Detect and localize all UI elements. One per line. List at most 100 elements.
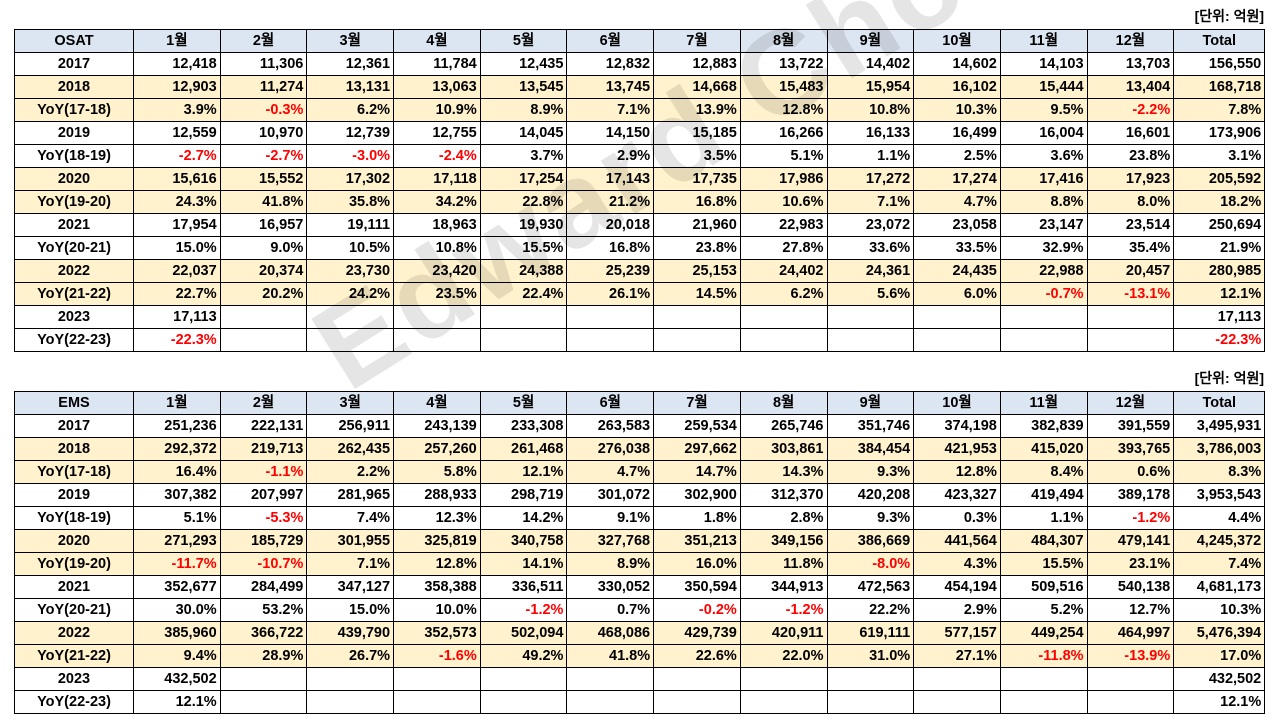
table-cell: 15.5%: [999, 552, 1088, 576]
osat-table: OSAT 1월 2월 3월 4월 5월 6월 7월 8월 9월 10월 11월 12월 Total 201…: [14, 29, 1266, 352]
table-cell: 12.8%: [393, 552, 481, 576]
table-cell: 439,790: [306, 621, 395, 645]
table-row: 2020 271,293 185,729 301,955 325,819 340,758 3…: [14, 529, 1266, 553]
table-cell: 540,138: [1086, 575, 1175, 599]
table-cell: 3.6%: [999, 144, 1088, 168]
table-cell: -2.7%: [133, 144, 221, 168]
table-cell: [479, 305, 568, 329]
table-cell: 14,150: [566, 121, 655, 145]
table-cell: 1.1%: [999, 506, 1088, 530]
table-cell: 18,963: [393, 213, 481, 237]
total-header: Total: [1173, 29, 1266, 53]
total-cell: 168,718: [1173, 75, 1266, 99]
table-cell: 11,274: [219, 75, 308, 99]
total-cell: 17,113: [1173, 305, 1266, 329]
table-cell: [999, 667, 1088, 691]
table-cell: 24.3%: [133, 190, 221, 214]
total-cell: 12.1%: [1173, 690, 1266, 714]
table-cell: 22,983: [739, 213, 828, 237]
table-cell: 7.1%: [306, 552, 395, 576]
table-cell: 5.2%: [999, 598, 1088, 622]
table-cell: 330,052: [566, 575, 655, 599]
table-cell: 16.0%: [653, 552, 741, 576]
table-cell: [826, 667, 915, 691]
table-row: YoY(21-22) 9.4% 28.9% 26.7% -1.6% 49.2% 41.8% 2…: [14, 644, 1266, 668]
month-header: 5월: [479, 29, 568, 53]
table-cell: 464,997: [1086, 621, 1175, 645]
row-label: 2017: [14, 414, 134, 438]
table-cell: 423,327: [913, 483, 1001, 507]
month-header: 3월: [306, 391, 395, 415]
osat-body: 2017 12,418 11,306 12,361 11,784 12,435 12,832…: [14, 52, 1266, 352]
total-cell: 432,502: [1173, 667, 1266, 691]
table-cell: 10.6%: [739, 190, 828, 214]
table-cell: 13,404: [1086, 75, 1175, 99]
table-cell: 5.1%: [739, 144, 828, 168]
month-header: 2월: [219, 391, 308, 415]
table-cell: 449,254: [999, 621, 1088, 645]
table-cell: 301,955: [306, 529, 395, 553]
table-cell: [653, 328, 741, 352]
osat-unit-label: [단위: 억원]: [1194, 8, 1264, 24]
table-cell: [653, 667, 741, 691]
table-cell: 2.8%: [739, 506, 828, 530]
table-cell: 25,153: [653, 259, 741, 283]
table-cell: 5.8%: [393, 460, 481, 484]
month-header: 8월: [739, 391, 828, 415]
row-label: 2021: [14, 213, 134, 237]
table-row: 2023 17,113 17,113: [14, 305, 1266, 329]
table-cell: 22.8%: [479, 190, 568, 214]
month-header: 7월: [653, 391, 741, 415]
table-cell: [913, 690, 1001, 714]
table-cell: 53.2%: [219, 598, 308, 622]
table-cell: [306, 667, 395, 691]
table-cell: -1.2%: [479, 598, 568, 622]
table-cell: 386,669: [826, 529, 915, 553]
table-cell: 16,266: [739, 121, 828, 145]
table-cell: 21.2%: [566, 190, 655, 214]
table-cell: [826, 328, 915, 352]
table-cell: 259,534: [653, 414, 741, 438]
row-label: YoY(21-22): [14, 644, 134, 668]
table-cell: [219, 305, 308, 329]
table-cell: [999, 305, 1088, 329]
table-cell: 0.6%: [1086, 460, 1175, 484]
table-cell: 23,147: [999, 213, 1088, 237]
table-row: 2017 251,236 222,131 256,911 243,139 233,308 2…: [14, 414, 1266, 438]
table-cell: 12,832: [566, 52, 655, 76]
table-cell: 421,953: [913, 437, 1001, 461]
total-cell: 21.9%: [1173, 236, 1266, 260]
table-cell: 312,370: [739, 483, 828, 507]
table-cell: 1.1%: [826, 144, 915, 168]
table-cell: 3.9%: [133, 98, 221, 122]
table-cell: 21,960: [653, 213, 741, 237]
table-row: 2018 12,903 11,274 13,131 13,063 13,545 13,745…: [14, 75, 1266, 99]
table-cell: 23,730: [306, 259, 395, 283]
total-cell: 156,550: [1173, 52, 1266, 76]
table-cell: 13,063: [393, 75, 481, 99]
table-cell: -10.7%: [219, 552, 308, 576]
table-cell: [999, 328, 1088, 352]
table-cell: 17,986: [739, 167, 828, 191]
table-cell: 3.7%: [479, 144, 568, 168]
table-cell: 27.8%: [739, 236, 828, 260]
table-row: 2021 17,954 16,957 19,111 18,963 19,930 20,018…: [14, 213, 1266, 237]
table-cell: 3.5%: [653, 144, 741, 168]
table-cell: 22.2%: [826, 598, 915, 622]
table-cell: [566, 305, 655, 329]
table-cell: [306, 328, 395, 352]
table-cell: 419,494: [999, 483, 1088, 507]
table-cell: 24,388: [479, 259, 568, 283]
table-cell: 366,722: [219, 621, 308, 645]
row-label: 2019: [14, 121, 134, 145]
table-cell: 17,118: [393, 167, 481, 191]
table-cell: 327,768: [566, 529, 655, 553]
table-cell: 8.8%: [999, 190, 1088, 214]
month-header: 9월: [826, 391, 915, 415]
table-cell: 12.7%: [1086, 598, 1175, 622]
table-row: YoY(19-20) 24.3% 41.8% 35.8% 34.2% 22.8% 21.2%…: [14, 190, 1266, 214]
table-cell: [913, 328, 1001, 352]
table-cell: 0.7%: [566, 598, 655, 622]
table-cell: 441,564: [913, 529, 1001, 553]
table-cell: 303,861: [739, 437, 828, 461]
